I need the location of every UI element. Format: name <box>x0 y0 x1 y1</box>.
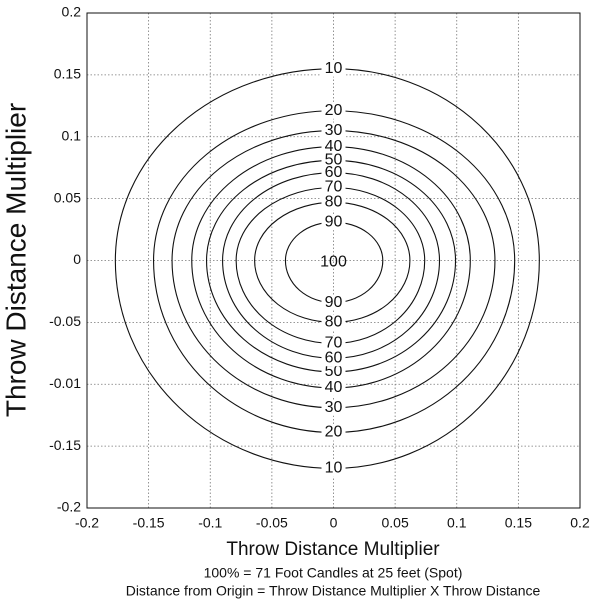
label-background <box>321 350 346 367</box>
contour-label: 70 <box>325 179 343 196</box>
label-background <box>321 138 346 155</box>
x-tick-label: -0.1 <box>198 515 222 531</box>
contour-label: 70 <box>325 335 343 352</box>
contour-label: 40 <box>325 138 343 155</box>
contour-label: 10 <box>325 60 343 77</box>
contour-line <box>191 146 471 389</box>
y-tick-label: 0.05 <box>54 189 81 205</box>
x-tick-label: -0.15 <box>133 515 165 531</box>
contour-label: 90 <box>325 294 343 311</box>
contour-line <box>153 110 516 434</box>
x-tick-label: 0 <box>330 515 338 531</box>
x-axis-title: Throw Distance Multiplier <box>226 539 440 560</box>
y-axis-title: Throw Distance Multiplier <box>0 103 31 417</box>
label-background <box>321 194 346 211</box>
x-tick-label: 0.1 <box>447 515 467 531</box>
contour-label: 60 <box>325 164 343 181</box>
x-tick-label: 0.2 <box>570 515 590 531</box>
y-tick-label: -0.15 <box>49 437 81 453</box>
label-background <box>321 214 346 231</box>
y-tick-label: -0.05 <box>49 313 81 329</box>
label-background <box>321 152 346 169</box>
label-background <box>321 399 346 416</box>
label-background <box>321 164 346 181</box>
note: 100% = 71 Foot Candles at 25 feet (Spot) <box>204 565 463 581</box>
contour-line <box>171 130 496 409</box>
contour-label: 80 <box>325 194 343 211</box>
contour-label: 10 <box>325 460 343 477</box>
contour-label: 50 <box>325 151 343 168</box>
label-background <box>321 179 346 196</box>
x-tick-label: -0.2 <box>75 515 99 531</box>
label-background <box>321 363 346 380</box>
x-tick-label: 0.15 <box>505 515 532 531</box>
contour-line <box>114 68 540 469</box>
contour-line <box>284 221 384 304</box>
contour-label: 80 <box>325 314 343 331</box>
y-tick-label: 0.15 <box>54 66 81 82</box>
contour-label: 90 <box>325 213 343 230</box>
contour-label: 50 <box>325 363 343 380</box>
y-tick-label: -0.01 <box>49 375 81 391</box>
y-tick-label: 0 <box>73 251 81 267</box>
y-tick-label: -0.2 <box>57 499 81 515</box>
contour-label: 20 <box>325 102 343 119</box>
x-tick-label: 0.05 <box>382 515 409 531</box>
contour-label: 30 <box>325 399 343 416</box>
contour-line <box>235 186 426 344</box>
label-background <box>321 122 346 139</box>
contour-label: 40 <box>325 379 343 396</box>
label-background <box>321 102 346 119</box>
contour-label: 30 <box>325 122 343 139</box>
peak-label: 100 <box>320 254 347 271</box>
label-background <box>321 60 346 77</box>
contour-line <box>206 159 457 373</box>
contour-label: 20 <box>325 424 343 441</box>
x-tick-label: -0.05 <box>256 515 288 531</box>
y-tick-label: 0.1 <box>62 127 82 143</box>
label-background <box>321 460 346 477</box>
contour-line <box>222 172 441 359</box>
plot-frame <box>86 12 581 509</box>
contour-label: 60 <box>325 349 343 366</box>
label-background <box>321 379 346 396</box>
y-tick-label: 0.2 <box>62 4 82 20</box>
note: Distance from Origin = Throw Distance Mu… <box>126 583 541 599</box>
label-background <box>321 424 346 441</box>
label-background <box>321 314 346 331</box>
label-background <box>321 335 346 352</box>
label-background <box>321 294 346 311</box>
contour-line <box>254 201 411 323</box>
